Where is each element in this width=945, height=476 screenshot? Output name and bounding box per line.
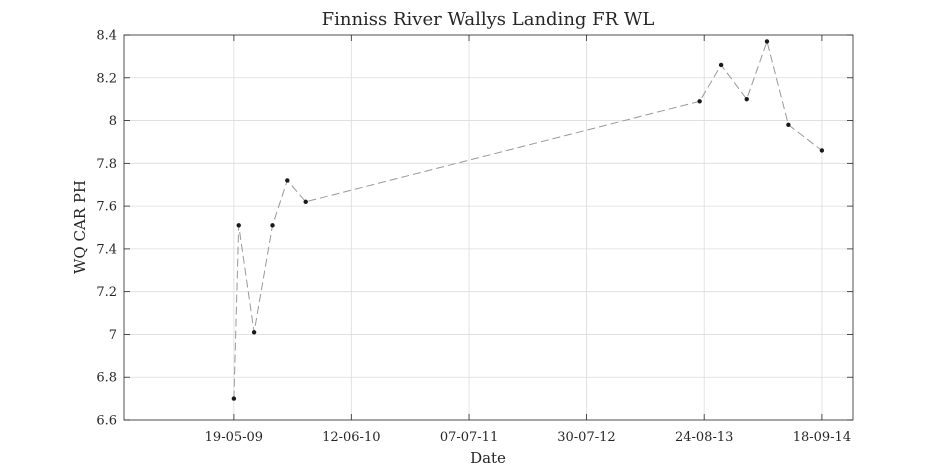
x-tick-label: 19-05-09 <box>205 430 263 445</box>
data-point <box>270 223 275 228</box>
data-point <box>236 223 241 228</box>
data-point <box>251 330 257 335</box>
plot-area <box>124 35 853 420</box>
x-tick-label: 30-07-12 <box>557 430 615 445</box>
x-tick-label: 24-08-13 <box>675 430 733 445</box>
data-point <box>303 199 308 205</box>
x-axis-title: Date <box>470 449 506 467</box>
y-tick-label: 7.8 <box>96 157 117 172</box>
y-tick-label: 7.4 <box>96 242 117 257</box>
y-tick-label: 8.4 <box>96 29 117 44</box>
y-tick-label: 8.2 <box>96 71 117 86</box>
tick-labels: 6.6 6.8 7 7.2 7.4 7.6 7.8 8 8.2 8.4 19-05-09 12-06-… <box>96 29 851 446</box>
x-tick-label: 12-06-10 <box>322 430 380 445</box>
y-tick-label: 7.6 <box>96 200 117 215</box>
data-point <box>231 396 237 401</box>
plot-frame <box>123 34 854 421</box>
axis-ticks <box>124 34 853 421</box>
series-line <box>233 39 823 399</box>
y-tick-label: 6.6 <box>96 414 117 429</box>
data-point <box>285 178 290 183</box>
y-tick-label: 7.2 <box>96 285 117 300</box>
data-point <box>718 62 724 68</box>
y-tick-label: 7 <box>109 328 117 343</box>
series-line-group <box>233 39 823 399</box>
data-point <box>697 99 702 104</box>
y-axis-title: WQ CAR PH <box>71 180 89 274</box>
data-point <box>786 122 791 128</box>
x-tick-label: 07-07-11 <box>440 430 498 445</box>
data-point <box>764 39 770 44</box>
y-tick-label: 6.8 <box>96 371 117 386</box>
data-point <box>819 148 825 153</box>
y-tick-label: 8 <box>109 114 117 129</box>
x-tick-label: 18-09-14 <box>793 430 851 445</box>
data-point <box>744 96 749 102</box>
chart-title: Finniss River Wallys Landing FR WL <box>322 9 655 30</box>
data-points <box>231 39 825 401</box>
